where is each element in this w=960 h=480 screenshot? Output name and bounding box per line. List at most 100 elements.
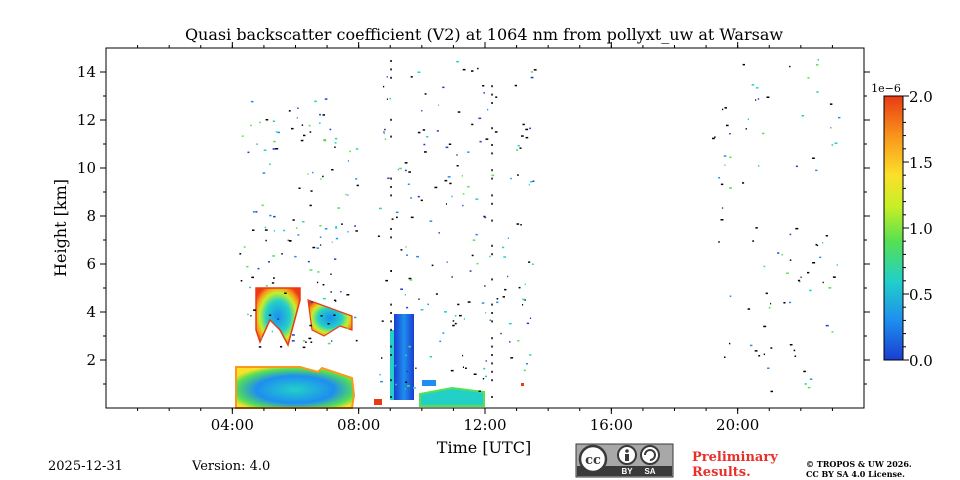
- noise-speck: [405, 246, 407, 248]
- y-axis: 2 4 6 8 10 12 14: [77, 63, 870, 385]
- noise-speck: [335, 137, 338, 140]
- noise-speck: [420, 199, 423, 202]
- noise-streak: [491, 144, 493, 146]
- noise-speck: [767, 367, 770, 369]
- noise-speck: [838, 116, 841, 119]
- noise-speck: [322, 175, 324, 178]
- noise-speck: [481, 302, 485, 304]
- noise-speck: [449, 182, 452, 185]
- noise-speck: [410, 76, 413, 78]
- noise-speck: [828, 287, 832, 289]
- footer-version: Version: 4.0: [191, 459, 270, 474]
- noise-speck: [405, 381, 408, 383]
- noise-speck: [510, 177, 512, 180]
- noise-speck: [417, 195, 420, 198]
- y-tick-label: 10: [77, 159, 96, 177]
- noise-speck: [463, 318, 465, 320]
- noise-speck: [423, 143, 426, 146]
- noise-speck: [438, 232, 440, 234]
- noise-speck: [729, 187, 732, 189]
- noise-speck: [770, 390, 773, 393]
- noise-speck: [300, 139, 304, 142]
- noise-speck: [467, 151, 470, 153]
- noise-speck: [447, 176, 451, 178]
- noise-speck: [283, 229, 286, 232]
- noise-speck: [467, 186, 470, 188]
- noise-speck: [331, 340, 333, 342]
- noise-speck: [394, 364, 397, 367]
- noise-speck: [496, 298, 499, 300]
- noise-streak: [491, 379, 493, 382]
- noise-speck: [471, 123, 474, 126]
- noise-speck: [522, 123, 525, 126]
- noise-speck: [825, 235, 828, 237]
- noise-speck: [489, 319, 492, 321]
- noise-speck: [529, 354, 532, 356]
- noise-streak: [491, 85, 493, 88]
- noise-speck: [296, 117, 298, 119]
- noise-speck: [289, 240, 291, 242]
- noise-speck: [532, 263, 534, 265]
- noise-speck: [434, 186, 438, 189]
- noise-speck: [473, 373, 477, 375]
- noise-speck: [800, 276, 802, 278]
- colorbar-ticks: 0.0 0.5 1.0 1.5 2.0: [903, 88, 933, 370]
- noise-speck: [452, 320, 455, 322]
- noise-speck: [273, 282, 275, 284]
- noise-speck: [294, 255, 297, 258]
- noise-speck: [465, 367, 467, 369]
- noise-speck: [462, 204, 464, 207]
- noise-speck: [451, 195, 453, 198]
- colorbar-exponent: 1e−6: [871, 82, 901, 95]
- noise-speck: [475, 233, 478, 236]
- cloud-column: [394, 314, 414, 400]
- noise-speck: [812, 262, 816, 264]
- noise-speck: [309, 131, 312, 133]
- noise-speck: [484, 216, 487, 219]
- noise-speck: [724, 107, 727, 109]
- noise-speck: [292, 219, 295, 221]
- noise-streak: [390, 194, 392, 197]
- noise-speck: [334, 258, 337, 260]
- noise-speck: [287, 239, 289, 242]
- noise-speck: [503, 256, 507, 258]
- noise-speck: [386, 76, 388, 78]
- noise-speck: [484, 375, 487, 378]
- noise-speck: [452, 324, 455, 327]
- noise-speck: [809, 378, 813, 380]
- noise-speck: [252, 211, 256, 213]
- noise-speck: [822, 242, 824, 244]
- noise-speck: [424, 151, 427, 153]
- noise-streak: [491, 370, 493, 373]
- noise-speck: [485, 138, 489, 140]
- noise-speck: [822, 281, 824, 284]
- noise-speck: [273, 215, 276, 218]
- x-tick-label: 04:00: [211, 416, 254, 434]
- noise-speck: [246, 265, 249, 268]
- noise-streak: [491, 194, 493, 197]
- noise-speck: [319, 113, 321, 116]
- noise-streak: [491, 152, 493, 155]
- noise-streak: [390, 345, 392, 348]
- low-patch: [422, 380, 436, 386]
- noise-speck: [530, 181, 533, 183]
- noise-speck: [335, 237, 339, 240]
- noise-streak: [491, 354, 493, 356]
- x-tick-label: 12:00: [463, 416, 506, 434]
- noise-speck: [483, 92, 485, 94]
- noise-speck: [529, 127, 531, 130]
- noise-speck: [275, 148, 279, 150]
- noise-speck: [250, 315, 252, 317]
- noise-speck: [801, 115, 805, 117]
- y-tick-label: 2: [86, 351, 96, 369]
- noise-speck: [288, 110, 291, 112]
- cloud-column-edge: [390, 330, 394, 400]
- noise-speck: [749, 344, 753, 347]
- noise-streak: [491, 337, 493, 340]
- noise-speck: [517, 174, 519, 176]
- noise-speck: [302, 340, 305, 342]
- noise-speck: [525, 363, 528, 365]
- noise-speck: [766, 96, 770, 98]
- noise-speck: [422, 129, 426, 131]
